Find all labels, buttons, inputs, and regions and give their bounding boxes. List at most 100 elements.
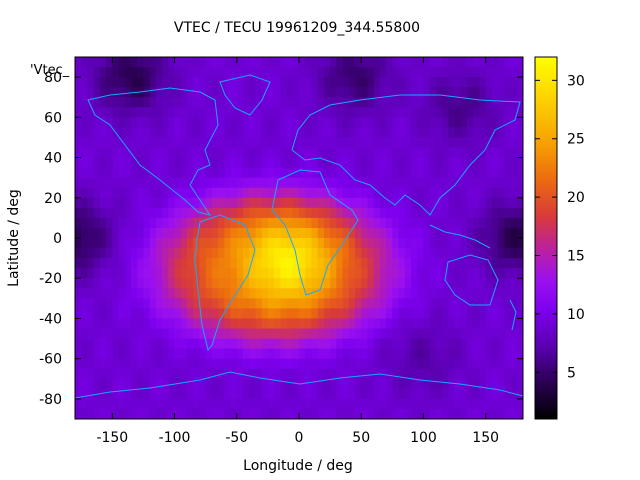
heatmap-cell (180, 398, 188, 410)
heatmap-cell (274, 368, 281, 380)
heatmap-cell (168, 127, 175, 138)
heatmap-cell (187, 107, 194, 118)
heatmap-cell (99, 177, 107, 189)
heatmap-cell (93, 378, 101, 390)
heatmap-cell (498, 217, 505, 229)
heatmap-cell (491, 117, 499, 128)
heatmap-cell (274, 197, 281, 209)
heatmap-cell (423, 87, 431, 98)
heatmap-cell (442, 77, 449, 88)
heatmap-cell (442, 398, 449, 410)
heatmap-cell (423, 187, 431, 199)
heatmap-cell (299, 207, 306, 219)
heatmap-cell (255, 117, 263, 128)
heatmap-cell (236, 328, 244, 339)
heatmap-cell (211, 147, 219, 158)
heatmap-cell (479, 358, 487, 370)
heatmap-cell (187, 368, 194, 380)
heatmap-cell (379, 268, 387, 279)
heatmap-cell (323, 147, 331, 158)
heatmap-cell (367, 308, 375, 319)
heatmap-cell (311, 298, 319, 309)
heatmap-cell (81, 248, 88, 259)
heatmap-cell (485, 157, 493, 169)
heatmap-cell (137, 408, 144, 419)
heatmap-cell (348, 217, 356, 229)
heatmap-cell (187, 388, 194, 400)
heatmap-cell (386, 338, 393, 350)
heatmap-cell (99, 248, 107, 259)
heatmap-cell (386, 137, 393, 148)
heatmap-cell (442, 348, 449, 360)
heatmap-cell (143, 328, 151, 339)
heatmap-cell (373, 298, 381, 309)
heatmap-cell (311, 288, 319, 299)
heatmap-cell (454, 137, 462, 148)
heatmap-cell (292, 298, 300, 309)
heatmap-cell (305, 378, 312, 390)
heatmap-cell (205, 67, 213, 78)
heatmap-cell (367, 238, 375, 249)
heatmap-cell (473, 388, 480, 400)
heatmap-cell (317, 57, 325, 68)
heatmap-cell (274, 87, 281, 98)
heatmap-cell (124, 217, 132, 229)
heatmap-cell (442, 278, 449, 289)
heatmap-cell (106, 408, 113, 419)
heatmap-cell (330, 328, 337, 339)
heatmap-cell (205, 117, 213, 128)
heatmap-cell (143, 77, 151, 88)
heatmap-cell (330, 207, 337, 219)
heatmap-cell (404, 268, 412, 279)
heatmap-cell (448, 147, 455, 158)
heatmap-cell (336, 207, 343, 219)
heatmap-cell (417, 147, 424, 158)
heatmap-cell (162, 298, 169, 309)
heatmap-cell (367, 87, 375, 98)
y-tick-label: -60 (39, 352, 62, 368)
heatmap-cell (323, 278, 331, 289)
heatmap-cell (99, 238, 107, 249)
heatmap-cell (218, 408, 225, 419)
heatmap-cell (479, 248, 487, 259)
heatmap-cell (336, 187, 343, 199)
heatmap-cell (174, 388, 182, 400)
heatmap-cell (286, 137, 294, 148)
heatmap-cell (118, 388, 126, 400)
heatmap-cell (106, 197, 113, 209)
heatmap-cell (442, 298, 449, 309)
heatmap-cell (485, 117, 493, 128)
heatmap-cell (392, 348, 399, 360)
heatmap-cell (292, 97, 300, 108)
heatmap-cell (93, 197, 101, 209)
heatmap-cell (442, 97, 449, 108)
heatmap-cell (174, 187, 182, 199)
heatmap-cell (168, 318, 175, 329)
heatmap-cell (106, 268, 113, 279)
x-tick-label: 100 (410, 430, 437, 446)
heatmap-cell (255, 328, 263, 339)
heatmap-cell (131, 278, 138, 289)
heatmap-cell (124, 127, 132, 138)
heatmap-cell (423, 207, 431, 219)
heatmap-cell (236, 268, 244, 279)
heatmap-cell (367, 318, 375, 329)
heatmap-cell (243, 227, 250, 239)
heatmap-cell (137, 328, 144, 339)
heatmap-cell (162, 338, 169, 350)
heatmap-cell (199, 268, 207, 279)
heatmap-cell (491, 107, 499, 118)
heatmap-cell (411, 177, 418, 189)
heatmap-cell (485, 227, 493, 239)
heatmap-cell (199, 248, 207, 259)
heatmap-cell (118, 378, 126, 390)
heatmap-cell (274, 117, 281, 128)
heatmap-cell (299, 107, 306, 118)
heatmap-cell (292, 167, 300, 179)
heatmap-cell (460, 197, 468, 209)
heatmap-cell (143, 298, 151, 309)
heatmap-cell (454, 147, 462, 158)
heatmap-cell (211, 258, 219, 269)
heatmap-cell (286, 57, 294, 68)
heatmap-cell (305, 298, 312, 309)
